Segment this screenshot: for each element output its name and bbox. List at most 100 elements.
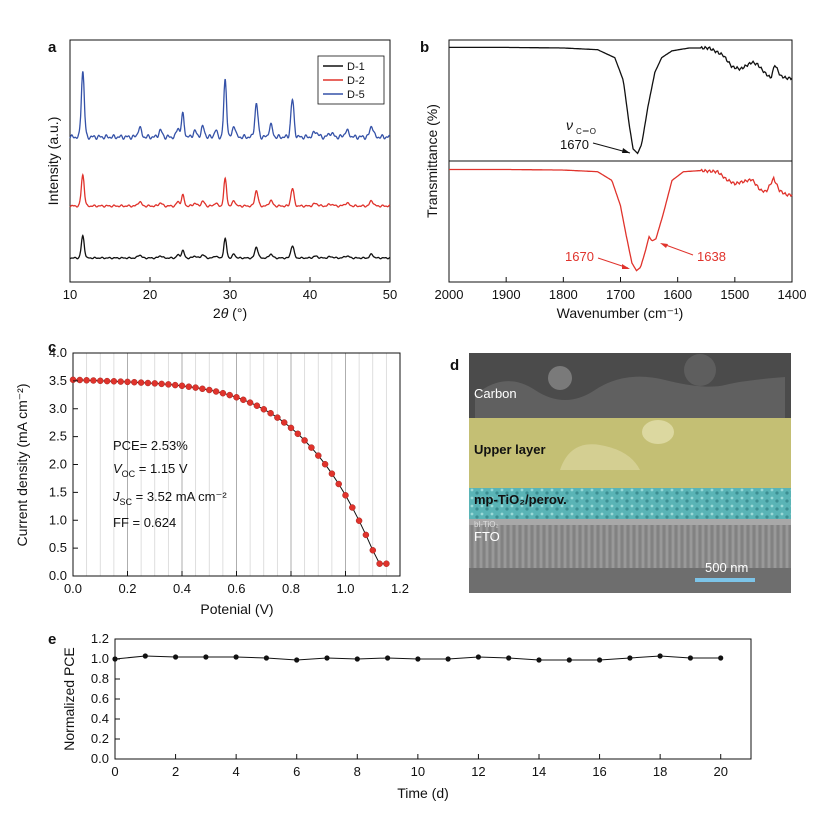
legend-label-d2: D-2 — [347, 75, 365, 87]
x-tick-label: 14 — [532, 764, 546, 779]
x-tick-label: 12 — [471, 764, 485, 779]
jv-point — [294, 430, 302, 438]
jv-point — [124, 378, 131, 386]
x-tick-label: 1.0 — [336, 581, 354, 596]
panel-b-ylabel: Transmittance (%) — [424, 104, 440, 218]
jv-point — [260, 406, 268, 413]
x-tick-label: 10 — [63, 287, 77, 302]
panel-label-b: b — [420, 39, 429, 56]
carbon-particle — [548, 366, 572, 390]
sem-label-bl: bl-TiO₂ — [474, 520, 499, 529]
y-tick-label: 2.5 — [49, 429, 67, 444]
xlabel-two: 2 — [213, 305, 221, 321]
metric-voc: VOC = 1.15 V — [113, 461, 188, 479]
y-tick-label: 3.0 — [49, 401, 67, 416]
stability-point — [263, 655, 269, 661]
x-tick-label: 1800 — [549, 287, 578, 302]
panel-label-e: e — [48, 631, 56, 648]
xrd-series-d-5 — [69, 71, 391, 141]
panel-c-ylabel: Current density (mA cm⁻²) — [14, 384, 30, 547]
x-tick-label: 0.2 — [118, 581, 136, 596]
stability-point — [657, 653, 663, 659]
bottom-peak-label-1638: 1638 — [697, 249, 726, 264]
jv-point — [144, 379, 152, 387]
sem-scale-label: 500 nm — [705, 560, 748, 575]
y-tick-label: 0.0 — [49, 568, 67, 583]
jv-point — [301, 437, 308, 444]
bottom-arrowhead-1638 — [660, 243, 668, 248]
x-tick-label: 1700 — [606, 287, 635, 302]
jv-point — [97, 377, 104, 385]
jv-point — [151, 380, 159, 387]
jv-point — [383, 560, 390, 567]
jv-point — [349, 504, 356, 511]
stability-point — [324, 655, 330, 661]
jv-point — [137, 379, 145, 386]
nu-symbol: ν — [566, 117, 573, 133]
x-tick-label: 0.6 — [227, 581, 245, 596]
x-tick-label: 6 — [293, 764, 300, 779]
jv-point — [110, 378, 118, 385]
stability-point — [597, 657, 603, 663]
stability-point — [415, 656, 421, 662]
jv-point — [280, 419, 288, 426]
panel-a-xlabel: 2θ (°) — [213, 305, 247, 321]
sem-label-fto: FTO — [474, 529, 500, 544]
x-tick-label: 40 — [303, 287, 317, 302]
x-tick-label: 10 — [411, 764, 425, 779]
jv-point — [308, 444, 315, 451]
panel-label-c: c — [48, 339, 56, 356]
y-tick-label: 1.5 — [49, 484, 67, 499]
jv-point — [315, 452, 322, 459]
nu-subscript: C＝O — [576, 127, 596, 136]
stability-point — [536, 657, 542, 663]
sem-label-carbon: Carbon — [474, 386, 517, 401]
x-tick-label: 1900 — [492, 287, 521, 302]
jv-point — [178, 382, 186, 390]
jv-point — [287, 424, 295, 432]
jv-point — [355, 517, 363, 524]
jv-point — [335, 480, 342, 488]
y-tick-label: 0.4 — [91, 711, 109, 726]
x-tick-label: 1400 — [778, 287, 807, 302]
jv-point — [212, 388, 220, 395]
jv-point — [158, 380, 165, 388]
x-tick-label: 50 — [383, 287, 397, 302]
stability-point — [627, 655, 633, 661]
upper-layer-grain — [642, 420, 674, 444]
bottom-arrowhead-1670 — [622, 264, 630, 269]
panel-e-xlabel: Time (d) — [397, 785, 449, 801]
mp-tio2-layer — [469, 488, 791, 519]
jv-point — [376, 560, 383, 567]
panel-label-a: a — [48, 39, 57, 56]
xrd-series-d-2 — [69, 172, 391, 208]
jv-point — [165, 381, 172, 388]
carbon-particle — [684, 354, 716, 386]
panel-c-xlabel: Potenial (V) — [200, 601, 273, 617]
jv-point — [192, 384, 199, 391]
x-tick-label: 18 — [653, 764, 667, 779]
jv-point — [246, 399, 254, 406]
stability-point — [445, 656, 451, 662]
jv-point — [199, 385, 206, 393]
stability-point — [112, 656, 118, 662]
jv-point — [321, 460, 329, 468]
stability-point — [385, 655, 391, 661]
metric-pce: PCE= 2.53% — [113, 438, 188, 453]
panel-a-xrd-chart: 10 20 30 40 50 D-1 D-2 D-5 2θ (°) Intensity … — [45, 39, 397, 321]
jv-point — [362, 531, 370, 539]
jv-point — [76, 376, 84, 384]
jv-point — [253, 402, 261, 409]
y-tick-label: 1.0 — [91, 651, 109, 666]
top-peak-arrowhead — [622, 148, 630, 153]
x-tick-label: 1600 — [663, 287, 692, 302]
panel-b-xlabel: Wavenumber (cm⁻¹) — [557, 305, 684, 321]
jv-point — [267, 409, 274, 417]
xrd-series-d-1 — [69, 234, 391, 260]
jv-point — [369, 547, 377, 554]
stability-point — [233, 654, 239, 660]
x-tick-label: 0.8 — [282, 581, 300, 596]
x-tick-label: 0 — [111, 764, 118, 779]
top-peak-label: 1670 — [560, 137, 589, 152]
